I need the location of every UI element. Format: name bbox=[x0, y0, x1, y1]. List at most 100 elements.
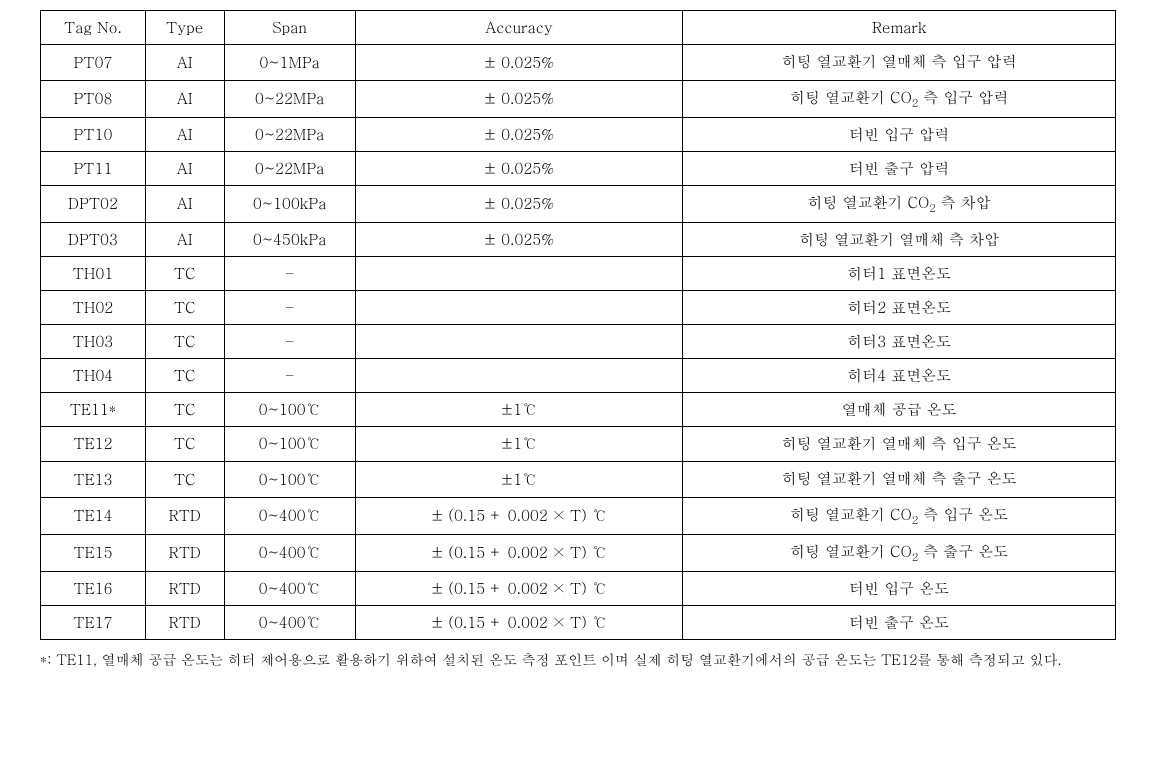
table-header-row: Tag No. Type Span Accuracy Remark bbox=[41, 11, 1116, 45]
cell-span: 0~1MPa bbox=[224, 45, 355, 81]
table-row: TE12TC0~100℃±1℃히팅 열교환기 열매체 측 입구 온도 bbox=[41, 426, 1116, 462]
cell-remark: 터빈 출구 압력 bbox=[683, 151, 1116, 185]
table-row: TE15RTD0~400℃± (0.15 + 0.002 × T) ℃히팅 열교… bbox=[41, 534, 1116, 571]
cell-type: AI bbox=[145, 80, 224, 117]
header-type: Type bbox=[145, 11, 224, 45]
table-row: TH04TC– 히터4 표면온도 bbox=[41, 358, 1116, 392]
table-row: TH01TC– 히터1 표면온도 bbox=[41, 256, 1116, 290]
cell-accuracy: ± (0.15 + 0.002 × T) ℃ bbox=[355, 605, 683, 639]
cell-tagno: DPT03 bbox=[41, 222, 146, 256]
cell-type: TC bbox=[145, 324, 224, 358]
header-accuracy: Accuracy bbox=[355, 11, 683, 45]
header-span: Span bbox=[224, 11, 355, 45]
cell-accuracy: ± 0.025% bbox=[355, 117, 683, 151]
cell-accuracy: ±1℃ bbox=[355, 426, 683, 462]
table-row: TE13TC0~100℃±1℃히팅 열교환기 열매체 측 출구 온도 bbox=[41, 462, 1116, 498]
cell-type: TC bbox=[145, 462, 224, 498]
cell-remark: 히터1 표면온도 bbox=[683, 256, 1116, 290]
cell-accuracy: ± (0.15 + 0.002 × T) ℃ bbox=[355, 571, 683, 605]
cell-tagno: PT11 bbox=[41, 151, 146, 185]
cell-tagno: TH01 bbox=[41, 256, 146, 290]
cell-accuracy: ± 0.025% bbox=[355, 151, 683, 185]
table-row: TE11*TC0~100℃±1℃열매체 공급 온도 bbox=[41, 392, 1116, 426]
cell-span: 0~22MPa bbox=[224, 80, 355, 117]
cell-remark: 히팅 열교환기 열매체 측 차압 bbox=[683, 222, 1116, 256]
header-tagno: Tag No. bbox=[41, 11, 146, 45]
cell-span: 0~400℃ bbox=[224, 571, 355, 605]
cell-tagno: DPT02 bbox=[41, 185, 146, 222]
cell-span: – bbox=[224, 358, 355, 392]
table-row: PT08AI0~22MPa± 0.025%히팅 열교환기 CO2 측 입구 압력 bbox=[41, 80, 1116, 117]
cell-remark: 터빈 출구 온도 bbox=[683, 605, 1116, 639]
table-row: PT11AI0~22MPa± 0.025%터빈 출구 압력 bbox=[41, 151, 1116, 185]
table-row: PT10AI0~22MPa± 0.025%터빈 입구 압력 bbox=[41, 117, 1116, 151]
cell-accuracy: ±1℃ bbox=[355, 462, 683, 498]
footnote-text: *: TE11, 열매체 공급 온도는 히터 제어용으로 활용하기 위하여 설치… bbox=[40, 648, 1116, 670]
cell-type: AI bbox=[145, 151, 224, 185]
table-body: PT07AI0~1MPa± 0.025%히팅 열교환기 열매체 측 입구 압력P… bbox=[41, 45, 1116, 640]
cell-accuracy: ± 0.025% bbox=[355, 45, 683, 81]
cell-type: AI bbox=[145, 117, 224, 151]
cell-tagno: TE13 bbox=[41, 462, 146, 498]
cell-type: TC bbox=[145, 358, 224, 392]
cell-tagno: TE11* bbox=[41, 392, 146, 426]
cell-remark: 터빈 입구 압력 bbox=[683, 117, 1116, 151]
cell-span: – bbox=[224, 256, 355, 290]
cell-type: RTD bbox=[145, 534, 224, 571]
cell-remark: 히팅 열교환기 CO2 측 차압 bbox=[683, 185, 1116, 222]
cell-type: AI bbox=[145, 185, 224, 222]
cell-span: 0~400℃ bbox=[224, 605, 355, 639]
cell-remark: 히터4 표면온도 bbox=[683, 358, 1116, 392]
cell-type: AI bbox=[145, 45, 224, 81]
table-row: TH03TC–히터3 표면온도 bbox=[41, 324, 1116, 358]
cell-tagno: PT08 bbox=[41, 80, 146, 117]
cell-type: RTD bbox=[145, 571, 224, 605]
table-row: PT07AI0~1MPa± 0.025%히팅 열교환기 열매체 측 입구 압력 bbox=[41, 45, 1116, 81]
cell-tagno: TH02 bbox=[41, 290, 146, 324]
cell-span: 0~22MPa bbox=[224, 151, 355, 185]
cell-tagno: TE15 bbox=[41, 534, 146, 571]
cell-span: 0~400℃ bbox=[224, 497, 355, 534]
cell-tagno: PT07 bbox=[41, 45, 146, 81]
cell-accuracy: ±1℃ bbox=[355, 392, 683, 426]
cell-remark: 히팅 열교환기 열매체 측 입구 온도 bbox=[683, 426, 1116, 462]
cell-type: RTD bbox=[145, 605, 224, 639]
cell-accuracy: ± 0.025% bbox=[355, 185, 683, 222]
cell-span: 0~100℃ bbox=[224, 392, 355, 426]
cell-remark: 히팅 열교환기 열매체 측 출구 온도 bbox=[683, 462, 1116, 498]
cell-span: 0~22MPa bbox=[224, 117, 355, 151]
cell-accuracy bbox=[355, 256, 683, 290]
cell-type: TC bbox=[145, 290, 224, 324]
cell-type: RTD bbox=[145, 497, 224, 534]
cell-remark: 히터3 표면온도 bbox=[683, 324, 1116, 358]
cell-tagno: TH03 bbox=[41, 324, 146, 358]
cell-tagno: TE14 bbox=[41, 497, 146, 534]
cell-type: TC bbox=[145, 392, 224, 426]
table-row: DPT03AI0~450kPa± 0.025%히팅 열교환기 열매체 측 차압 bbox=[41, 222, 1116, 256]
cell-accuracy: ± (0.15 + 0.002 × T) ℃ bbox=[355, 534, 683, 571]
cell-remark: 히팅 열교환기 CO2 측 출구 온도 bbox=[683, 534, 1116, 571]
cell-accuracy: ± 0.025% bbox=[355, 80, 683, 117]
header-remark: Remark bbox=[683, 11, 1116, 45]
cell-accuracy: ± (0.15 + 0.002 × T) ℃ bbox=[355, 497, 683, 534]
cell-type: TC bbox=[145, 426, 224, 462]
cell-accuracy bbox=[355, 290, 683, 324]
table-row: TE16RTD0~400℃± (0.15 + 0.002 × T) ℃터빈 입구… bbox=[41, 571, 1116, 605]
cell-span: 0~100℃ bbox=[224, 426, 355, 462]
cell-remark: 히팅 열교환기 열매체 측 입구 압력 bbox=[683, 45, 1116, 81]
cell-remark: 히팅 열교환기 CO2 측 입구 온도 bbox=[683, 497, 1116, 534]
cell-tagno: TE12 bbox=[41, 426, 146, 462]
cell-tagno: PT10 bbox=[41, 117, 146, 151]
cell-remark: 열매체 공급 온도 bbox=[683, 392, 1116, 426]
cell-remark: 히팅 열교환기 CO2 측 입구 압력 bbox=[683, 80, 1116, 117]
table-row: TH02TC–히터2 표면온도 bbox=[41, 290, 1116, 324]
cell-span: 0~100℃ bbox=[224, 462, 355, 498]
cell-span: 0~100kPa bbox=[224, 185, 355, 222]
cell-span: 0~400℃ bbox=[224, 534, 355, 571]
cell-span: – bbox=[224, 290, 355, 324]
cell-remark: 터빈 입구 온도 bbox=[683, 571, 1116, 605]
table-row: TE14RTD0~400℃± (0.15 + 0.002 × T) ℃히팅 열교… bbox=[41, 497, 1116, 534]
cell-type: TC bbox=[145, 256, 224, 290]
table-row: DPT02AI0~100kPa± 0.025%히팅 열교환기 CO2 측 차압 bbox=[41, 185, 1116, 222]
cell-tagno: TH04 bbox=[41, 358, 146, 392]
